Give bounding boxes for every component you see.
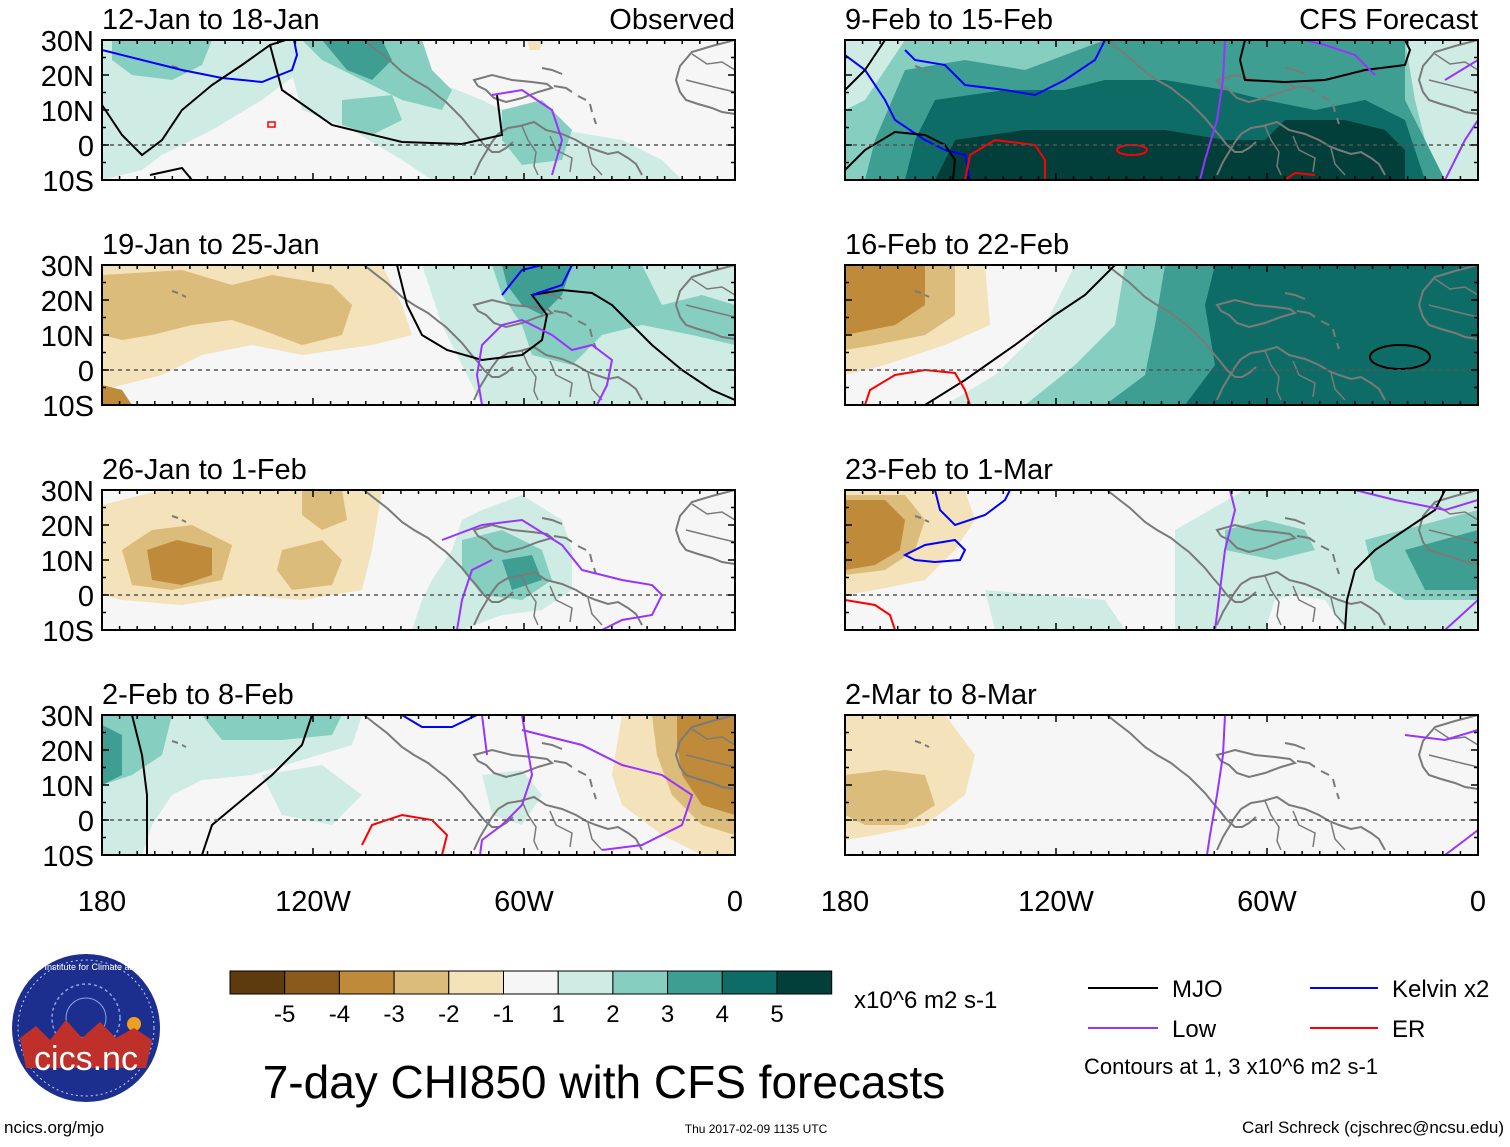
panel-titles: 12-Jan to 18-Jan Observed 19-Jan to 25-J… bbox=[102, 4, 1478, 711]
lon-label: 120W bbox=[275, 886, 351, 918]
lat-label: 10S bbox=[42, 391, 94, 423]
colorbar-tick-label: -5 bbox=[274, 1001, 295, 1028]
lon-label: 0 bbox=[727, 886, 743, 918]
legend-er-label: ER bbox=[1392, 1016, 1425, 1043]
panel-1-period: 12-Jan to 18-Jan bbox=[102, 4, 320, 36]
colorbar-tick-label: -1 bbox=[493, 1001, 514, 1028]
panel-3-period: 26-Jan to 1-Feb bbox=[102, 454, 307, 486]
lat-label: 0 bbox=[78, 581, 94, 613]
lon-label: 0 bbox=[1470, 886, 1486, 918]
colorbar: -5 -4 -3 -2 -1 1 2 3 4 5 bbox=[229, 970, 833, 1028]
colorbar-swatch bbox=[721, 970, 778, 995]
lat-label: 30N bbox=[41, 26, 94, 58]
panel-8 bbox=[844, 714, 1479, 856]
panel-1 bbox=[101, 39, 736, 181]
panel-6 bbox=[844, 264, 1479, 406]
colorbar-tick-label: 4 bbox=[716, 1001, 729, 1028]
colorbar-swatch bbox=[229, 970, 286, 995]
panel-1-tag: Observed bbox=[609, 4, 735, 36]
lat-label: 30N bbox=[41, 701, 94, 733]
lat-label: 30N bbox=[41, 251, 94, 283]
panel-3 bbox=[101, 489, 736, 631]
lat-label: 0 bbox=[78, 356, 94, 388]
panel-5-period: 9-Feb to 15-Feb bbox=[845, 4, 1053, 36]
lat-label: 0 bbox=[78, 806, 94, 838]
panel-4-period: 2-Feb to 8-Feb bbox=[102, 679, 294, 711]
legend-kelvin-label: Kelvin x2 bbox=[1392, 976, 1489, 1003]
lat-label: 0 bbox=[78, 131, 94, 163]
lon-label: 180 bbox=[78, 886, 126, 918]
lat-label: 10S bbox=[42, 841, 94, 873]
lon-label: 120W bbox=[1018, 886, 1094, 918]
lon-label: 180 bbox=[821, 886, 869, 918]
lon-label: 60W bbox=[1237, 886, 1297, 918]
colorbar-tick-label: -3 bbox=[383, 1001, 404, 1028]
panel-8-period: 2-Mar to 8-Mar bbox=[845, 679, 1037, 711]
lat-label: 20N bbox=[41, 286, 94, 318]
colorbar-swatch bbox=[503, 970, 559, 995]
panel-7-period: 23-Feb to 1-Mar bbox=[845, 454, 1053, 486]
lat-label: 10N bbox=[41, 771, 94, 803]
legend: MJO Kelvin x2 Low ER Contours at 1, 3 x1… bbox=[1084, 976, 1489, 1079]
logo-ring-text: Cooperative Institute for Climate and Sa… bbox=[0, 962, 179, 972]
logo-text: cics.nc bbox=[34, 1040, 138, 1078]
panel-5-tag: CFS Forecast bbox=[1299, 4, 1478, 36]
colorbar-swatch bbox=[612, 970, 669, 995]
colorbar-swatch bbox=[284, 970, 340, 995]
colorbar-units: x10^6 m2 s-1 bbox=[854, 987, 997, 1014]
colorbar-swatch bbox=[557, 970, 614, 995]
panel-7 bbox=[844, 489, 1479, 631]
colorbar-swatch bbox=[393, 970, 450, 995]
footer-center: Thu 2017-02-09 1135 UTC bbox=[685, 1122, 828, 1136]
colorbar-tick-label: -2 bbox=[438, 1001, 459, 1028]
colorbar-tick-label: 2 bbox=[606, 1001, 619, 1028]
main-title: 7-day CHI850 with CFS forecasts bbox=[263, 1056, 946, 1108]
lat-label: 20N bbox=[41, 61, 94, 93]
colorbar-swatch bbox=[776, 970, 833, 995]
legend-low-label: Low bbox=[1172, 1016, 1217, 1043]
lat-label: 30N bbox=[41, 476, 94, 508]
legend-mjo-label: MJO bbox=[1172, 976, 1223, 1003]
colorbar-tick-label: 3 bbox=[661, 1001, 674, 1028]
colorbar-tick-label: 5 bbox=[770, 1001, 783, 1028]
colorbar-swatch bbox=[667, 970, 723, 995]
lat-label: 20N bbox=[41, 736, 94, 768]
lat-label: 10N bbox=[41, 546, 94, 578]
colorbar-swatch bbox=[448, 970, 504, 995]
panel-2 bbox=[101, 264, 736, 406]
panel-6-period: 16-Feb to 22-Feb bbox=[845, 229, 1069, 261]
panel-4 bbox=[101, 714, 736, 856]
colorbar-tick-label: 1 bbox=[552, 1001, 565, 1028]
lat-label: 10N bbox=[41, 96, 94, 128]
footer-right: Carl Schreck (cjschrec@ncsu.edu) bbox=[1242, 1118, 1504, 1137]
lat-label: 20N bbox=[41, 511, 94, 543]
footer-left: ncics.org/mjo bbox=[4, 1118, 104, 1137]
axis-labels: 30N20N10N010S30N20N10N010S30N20N10N010S3… bbox=[41, 26, 1486, 918]
colorbar-swatch bbox=[338, 970, 395, 995]
panel-2-period: 19-Jan to 25-Jan bbox=[102, 229, 320, 261]
cics-logo: Cooperative Institute for Climate and Sa… bbox=[0, 954, 179, 1102]
lat-label: 10N bbox=[41, 321, 94, 353]
lon-label: 60W bbox=[494, 886, 554, 918]
colorbar-tick-label: -4 bbox=[329, 1001, 350, 1028]
lat-label: 10S bbox=[42, 616, 94, 648]
legend-note: Contours at 1, 3 x10^6 m2 s-1 bbox=[1084, 1054, 1378, 1079]
panel-5 bbox=[844, 39, 1479, 181]
axis-ticks bbox=[101, 39, 1479, 856]
lat-label: 10S bbox=[42, 166, 94, 198]
